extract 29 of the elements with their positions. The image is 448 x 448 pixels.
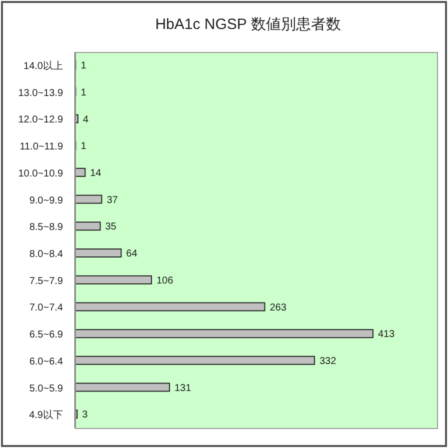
data-label: 37 [106,194,118,206]
y-tick-label: 6.0~6.4 [29,356,64,368]
data-label: 64 [126,248,138,260]
y-tick-label: 8.5~8.9 [29,222,64,234]
data-label: 35 [105,222,117,233]
data-label: 332 [320,356,337,367]
data-label: 1 [80,60,87,72]
data-label: 106 [156,275,174,286]
data-label: 4 [82,114,89,126]
data-label: 14 [90,168,102,179]
y-tick-label: 8.0~8.4 [29,248,64,260]
y-tick-label: 7.5~7.9 [29,276,64,287]
y-tick-label: 10.0~10.9 [18,168,64,180]
y-tick-label: 11.0~11.9 [20,142,64,153]
data-label: 1 [80,87,87,98]
y-tick-label: 5.0~5.9 [29,383,64,394]
data-label: 1 [80,141,87,152]
chart-title: HbA1c NGSP 数値別患者数 [154,15,342,34]
y-tick-label: 6.5~6.9 [29,330,64,341]
y-tick-label: 7.0~7.4 [29,302,64,314]
y-tick-label: 12.0~12.9 [18,114,64,126]
data-label: 263 [270,302,287,314]
y-tick-label: 9.0~9.9 [29,195,64,206]
y-tick-label: 4.9以下 [29,409,63,422]
data-label: 413 [378,329,396,340]
data-label: 131 [174,382,192,394]
y-tick-label: 14.0以上 [24,60,63,72]
data-label: 3 [82,410,88,421]
y-tick-label: 13.0~13.9 [18,88,64,99]
